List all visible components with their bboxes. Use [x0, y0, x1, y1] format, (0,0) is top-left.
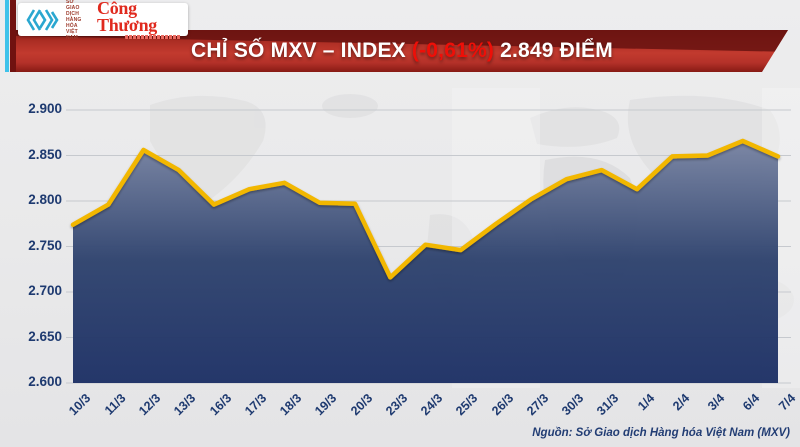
congthuong-logo: Công Thương	[97, 0, 181, 39]
y-tick-label: 2.700	[28, 283, 62, 298]
left-accent-bar-maroon	[10, 0, 16, 72]
source-credit: Nguồn: Sở Giao dịch Hàng hóa Việt Nam (M…	[532, 427, 790, 439]
chart-title: CHỈ SỐ MXV – INDEX (-0,61%) 2.849 ĐIỂM	[16, 30, 788, 72]
mxv-logo-icon	[26, 8, 59, 31]
logo-lockup: SỞ GIAO DỊCH HÀNG HÓA VIỆT NAM Công Thươ…	[18, 0, 188, 41]
mxv-logo-line1: SỞ GIAO DỊCH	[66, 0, 80, 17]
y-tick-label: 2.800	[28, 192, 62, 207]
left-accent-bar-cyan	[5, 0, 9, 72]
mxv-logo-line3: VIỆT NAM	[66, 28, 78, 41]
title-banner: CHỈ SỐ MXV – INDEX (-0,61%) 2.849 ĐIỂM	[16, 30, 788, 72]
y-tick-label: 2.600	[28, 374, 62, 389]
index-area-fill	[73, 140, 778, 383]
y-tick-label: 2.850	[28, 146, 62, 162]
mxv-logo-text: SỞ GIAO DỊCH HÀNG HÓA VIỆT NAM	[66, 0, 89, 41]
chart-title-value: 2.849 ĐIỂM	[494, 39, 613, 62]
congthuong-wordmark: Công Thương	[97, 0, 157, 35]
chart-title-prefix: CHỈ SỐ MXV – INDEX	[191, 39, 412, 62]
y-tick-label: 2.650	[28, 328, 62, 344]
congthuong-tagline-bar	[125, 35, 181, 39]
index-line	[70, 138, 781, 280]
y-tick-label: 2.750	[28, 237, 62, 253]
change-percent-badge: (-0,61%)	[411, 39, 495, 62]
y-tick-label: 2.900	[28, 101, 62, 116]
mxv-logo-line2: HÀNG HÓA	[66, 16, 82, 29]
